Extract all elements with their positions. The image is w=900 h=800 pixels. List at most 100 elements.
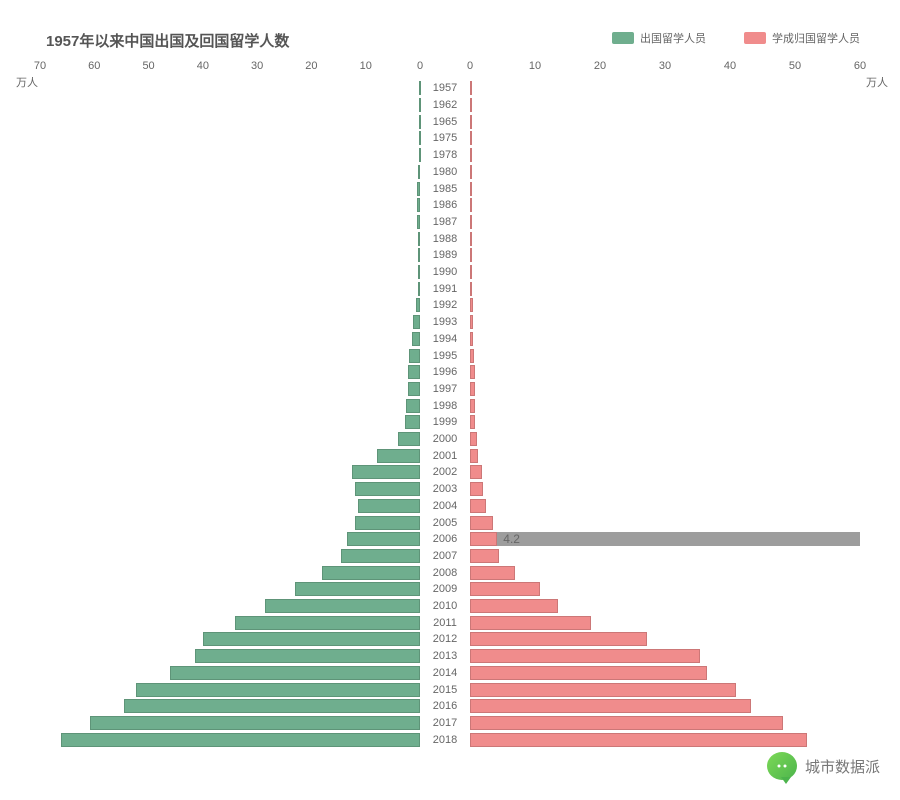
bar-returning (470, 115, 472, 129)
year-label: 1998 (427, 400, 463, 412)
tick-left: 70 (34, 60, 46, 72)
bar-outgoing (408, 382, 420, 396)
bar-returning (470, 549, 499, 563)
bar-returning (470, 265, 472, 279)
bar-outgoing (419, 98, 421, 112)
tick-right: 40 (724, 60, 736, 72)
year-label: 2009 (427, 583, 463, 595)
bar-returning (470, 182, 472, 196)
tick-left: 10 (360, 60, 372, 72)
tick-left: 0 (417, 60, 423, 72)
year-label: 2000 (427, 433, 463, 445)
year-label: 1994 (427, 333, 463, 345)
bar-returning (470, 81, 472, 95)
year-label: 2004 (427, 500, 463, 512)
bar-returning (470, 399, 475, 413)
bar-outgoing (408, 365, 420, 379)
bar-outgoing (90, 716, 420, 730)
legend-label: 出国留学人员 (640, 30, 706, 46)
bar-outgoing (235, 616, 420, 630)
tick-right: 60 (854, 60, 866, 72)
bar-returning (470, 532, 497, 546)
year-label: 1995 (427, 350, 463, 362)
bar-returning (470, 198, 472, 212)
tick-right: 30 (659, 60, 671, 72)
bar-returning (470, 232, 472, 246)
year-label: 2005 (427, 517, 463, 529)
legend-swatch (744, 32, 766, 44)
bar-outgoing (417, 182, 420, 196)
year-label: 1991 (427, 283, 463, 295)
tick-left: 40 (197, 60, 209, 72)
year-label: 2010 (427, 600, 463, 612)
axis-unit-left: 万人 (16, 74, 38, 90)
bar-returning (470, 616, 591, 630)
bar-outgoing (419, 148, 421, 162)
bar-returning (470, 566, 515, 580)
bar-outgoing (416, 298, 420, 312)
bar-outgoing (406, 399, 420, 413)
bar-outgoing (418, 165, 420, 179)
bar-outgoing (61, 733, 420, 747)
bar-returning (470, 131, 472, 145)
year-label: 2002 (427, 466, 463, 478)
bar-returning (470, 248, 472, 262)
bar-returning (470, 415, 475, 429)
bar-outgoing (418, 232, 420, 246)
bar-outgoing (124, 699, 420, 713)
tick-left: 30 (251, 60, 263, 72)
watermark-text: 城市数据派 (805, 756, 880, 777)
year-label: 1990 (427, 266, 463, 278)
bar-returning (470, 215, 472, 229)
bar-outgoing (265, 599, 420, 613)
bar-returning (470, 599, 558, 613)
tick-left: 50 (142, 60, 154, 72)
bar-returning (470, 332, 473, 346)
bar-returning (470, 632, 647, 646)
tick-right: 10 (529, 60, 541, 72)
year-label: 1999 (427, 416, 463, 428)
bar-returning (470, 482, 483, 496)
year-label: 1996 (427, 366, 463, 378)
year-label: 1992 (427, 299, 463, 311)
year-label: 1985 (427, 183, 463, 195)
year-label: 1987 (427, 216, 463, 228)
bar-outgoing (195, 649, 420, 663)
legend-item: 学成归国留学人员 (744, 30, 860, 46)
bar-outgoing (295, 582, 420, 596)
bar-returning (470, 699, 751, 713)
year-label: 2012 (427, 633, 463, 645)
year-label: 1986 (427, 199, 463, 211)
highlight-value: 4.2 (503, 532, 520, 546)
bar-outgoing (347, 532, 420, 546)
bar-outgoing (409, 349, 420, 363)
wechat-icon (767, 752, 797, 780)
year-label: 1975 (427, 132, 463, 144)
bar-returning (470, 582, 540, 596)
year-label: 1965 (427, 116, 463, 128)
bar-outgoing (419, 131, 421, 145)
year-label: 1988 (427, 233, 463, 245)
bar-outgoing (418, 282, 420, 296)
bar-returning (470, 649, 700, 663)
bar-returning (470, 365, 475, 379)
bar-returning (470, 666, 707, 680)
bar-returning (470, 465, 482, 479)
bar-returning (470, 516, 493, 530)
year-label: 1980 (427, 166, 463, 178)
bar-returning (470, 315, 473, 329)
tick-left: 20 (305, 60, 317, 72)
year-label: 2017 (427, 717, 463, 729)
bar-outgoing (419, 115, 421, 129)
bar-outgoing (377, 449, 420, 463)
bar-outgoing (418, 265, 420, 279)
bar-returning (470, 449, 478, 463)
bar-outgoing (398, 432, 420, 446)
bar-outgoing (170, 666, 420, 680)
year-label: 2006 (427, 533, 463, 545)
year-label: 2003 (427, 483, 463, 495)
legend-label: 学成归国留学人员 (772, 30, 860, 46)
bar-returning (470, 349, 474, 363)
bar-outgoing (405, 415, 420, 429)
bar-outgoing (417, 198, 420, 212)
